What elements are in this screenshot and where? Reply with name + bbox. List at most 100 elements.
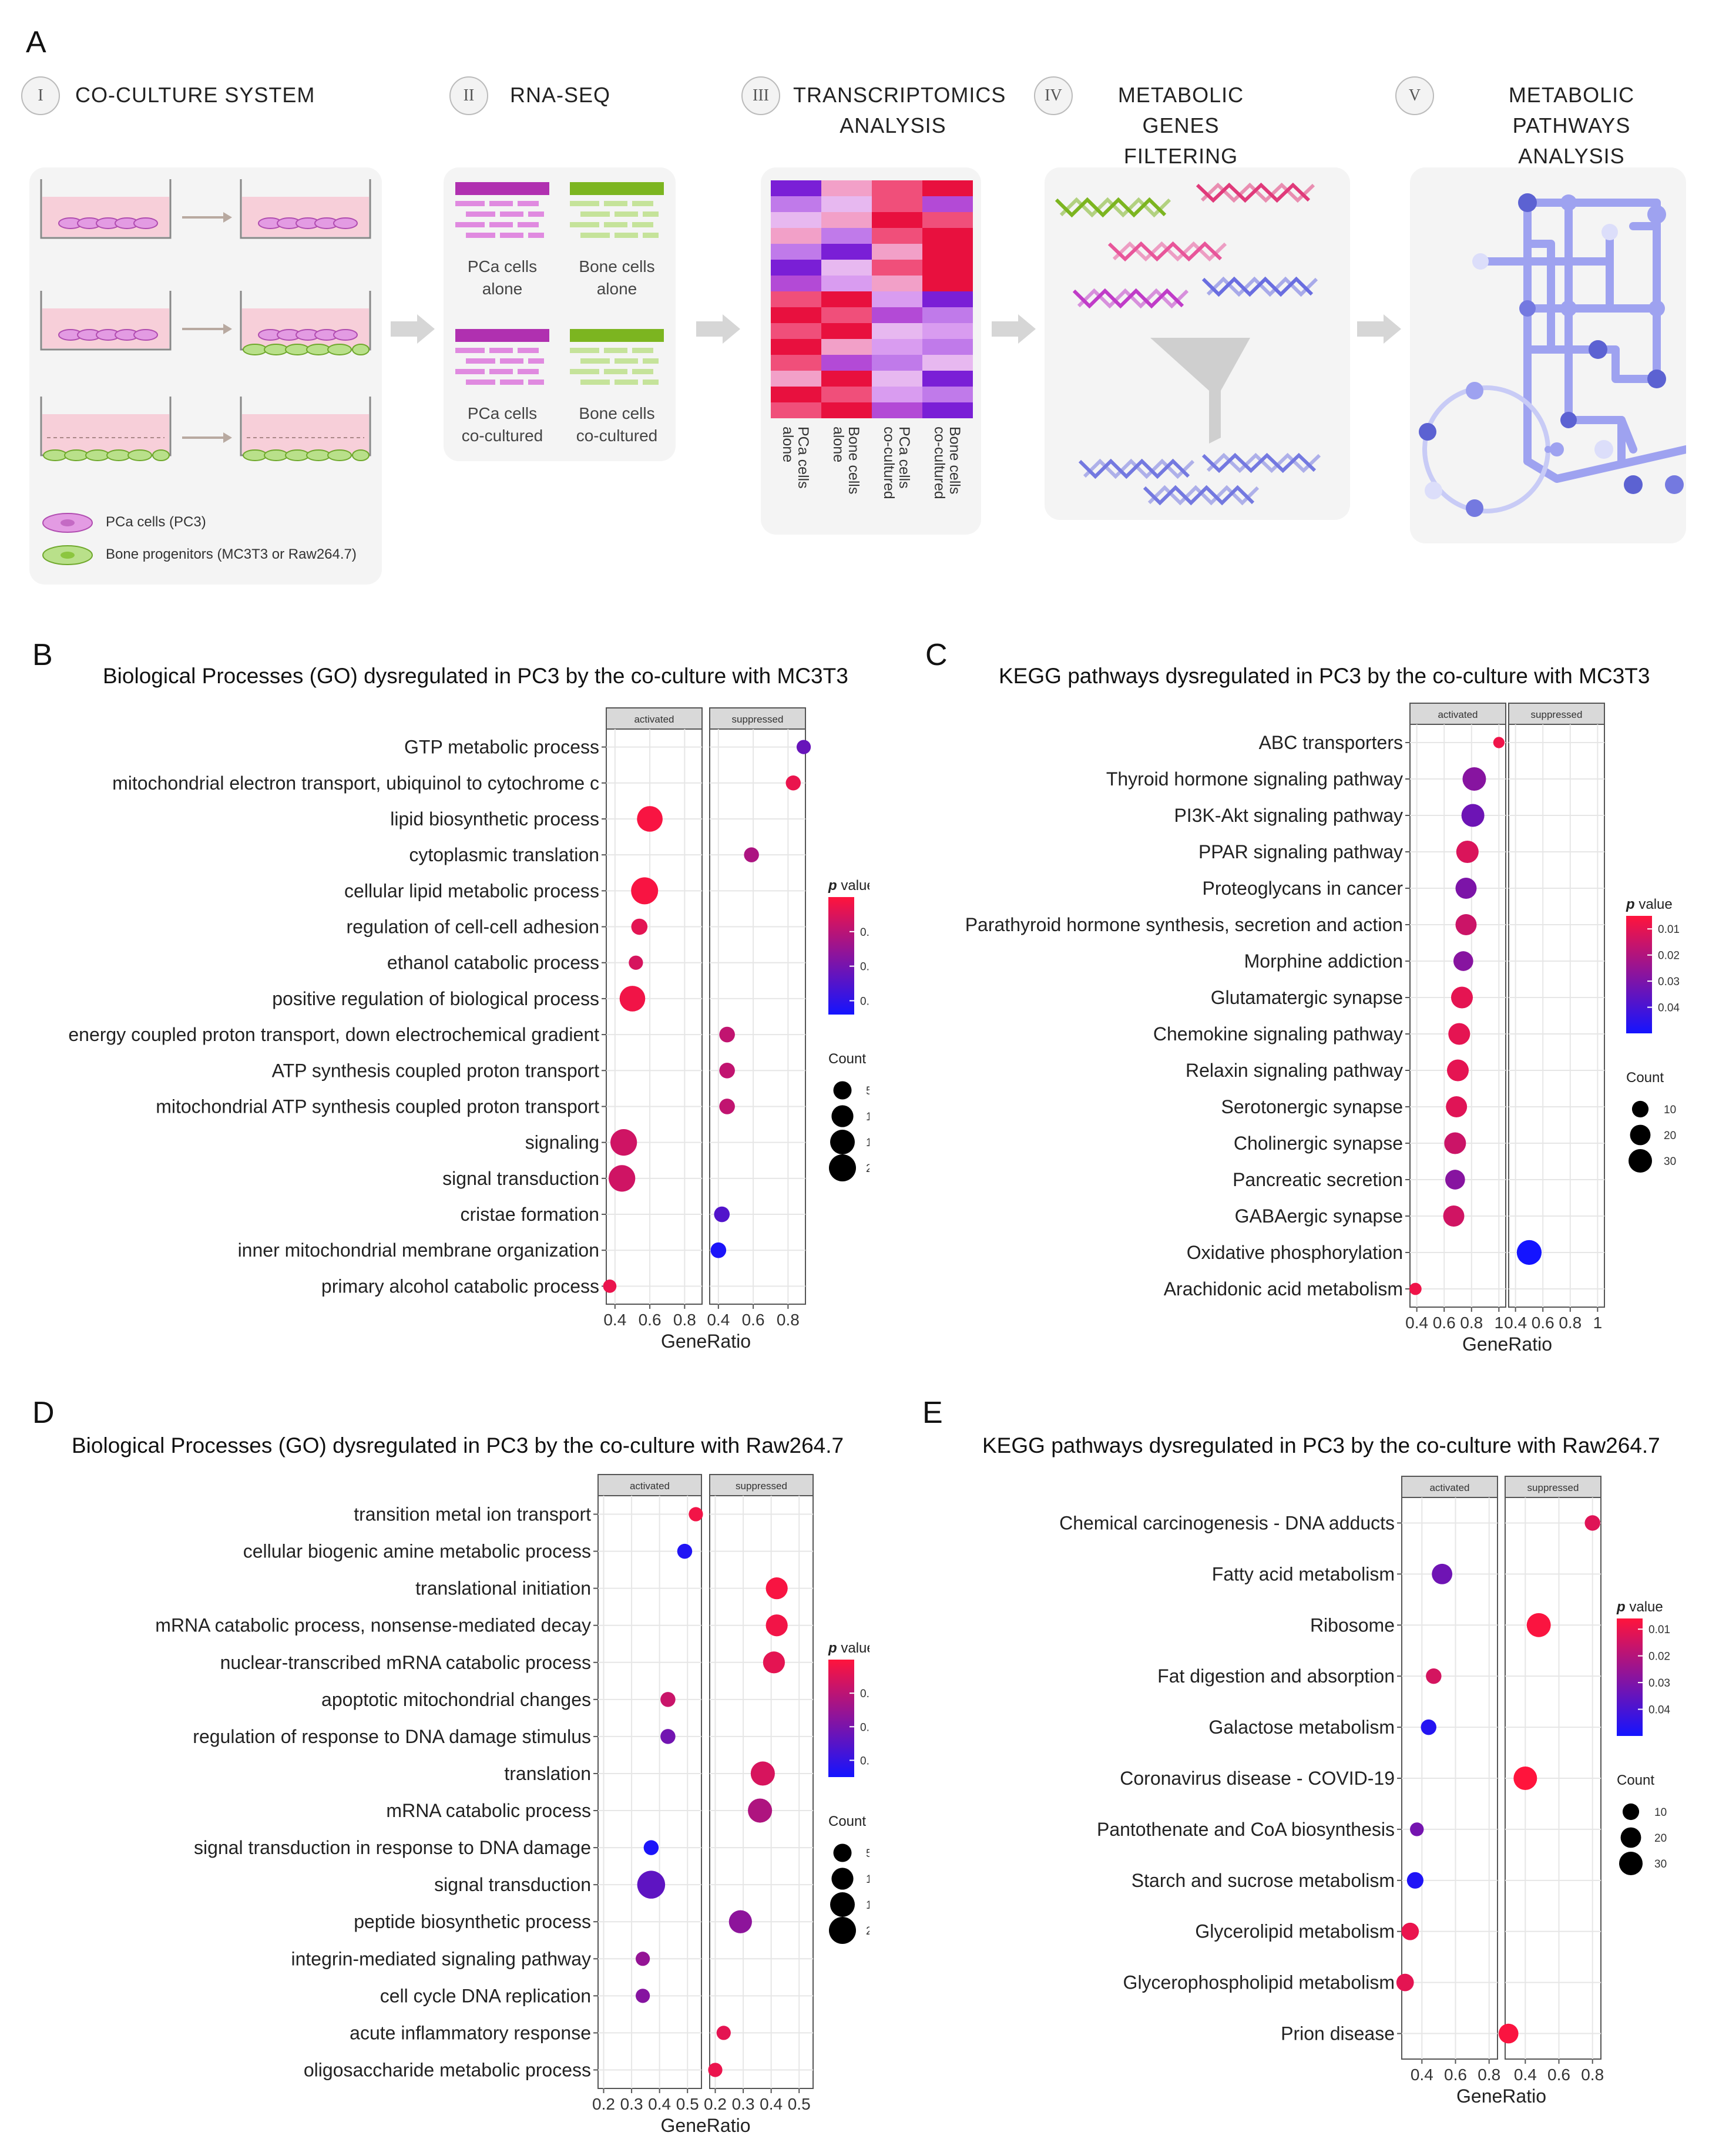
heatmap-column-label: PCa cells co-cultured [881, 427, 912, 499]
heatmap-cell [771, 387, 821, 402]
count-legend-label: 100 [866, 1111, 869, 1123]
heatmap-cell [872, 276, 922, 291]
pvalue-legend-title: p value [1626, 896, 1673, 912]
dna-strand-icon [1077, 288, 1189, 309]
category-label: Chemical carcinogenesis - DNA adducts [1059, 1512, 1395, 1533]
step-title-4: METABOLIC GENES FILTERING [1087, 80, 1275, 172]
count-legend-dot [1630, 1124, 1651, 1146]
x-tick-label: 0.4 [1405, 1314, 1428, 1332]
category-label: Pancreatic secretion [1233, 1169, 1403, 1190]
rnaseq-read [518, 201, 539, 206]
heatmap-cell [922, 180, 973, 196]
rnaseq-read [528, 233, 544, 238]
heatmap-cell [922, 276, 973, 291]
flow-arrow-1 [391, 314, 435, 344]
rnaseq-read [580, 211, 610, 217]
step-title-4-line2: FILTERING [1123, 144, 1238, 168]
count-legend-title: Count [828, 1051, 866, 1067]
rnaseq-read [570, 201, 599, 206]
legend-bone-progenitors: Bone progenitors (MC3T3 or Raw264.7) [106, 546, 357, 562]
panel-label-a: A [26, 25, 46, 59]
heatmap-cell [821, 228, 872, 244]
heatmap-cell [771, 291, 821, 307]
category-label: ATP synthesis coupled proton transport [272, 1060, 599, 1081]
chart-title-d: Biological Processes (GO) dysregulated i… [72, 1433, 844, 1458]
dna-strand-icon [1083, 458, 1195, 479]
dna-strand-icon [1201, 276, 1314, 297]
count-legend-dot [829, 1917, 856, 1944]
rnaseq-read [615, 380, 638, 385]
heatmap-cell [922, 307, 973, 323]
chart-title-c: KEGG pathways dysregulated in PC3 by the… [999, 664, 1650, 688]
data-point [636, 1989, 650, 2003]
rnaseq-read [528, 358, 544, 364]
count-legend-title: Count [1617, 1772, 1654, 1788]
data-point [1448, 1023, 1470, 1045]
category-label: integrin-mediated signaling pathway [291, 1948, 591, 1969]
pathways-box [1410, 167, 1690, 543]
heatmap-cell [821, 276, 872, 291]
rnaseq-read [466, 233, 495, 238]
rnaseq-read [500, 380, 523, 385]
data-point [1396, 1973, 1414, 1992]
heatmap-cell [771, 339, 821, 355]
x-tick-label: 0.6 [1444, 2066, 1467, 2084]
rnaseq-read [570, 348, 599, 353]
rnaseq-read [604, 348, 627, 353]
filtering-illustration [1055, 182, 1321, 506]
rnaseq-read [570, 369, 599, 374]
heatmap-cell [821, 291, 872, 307]
x-tick-label: 0.2 [592, 2095, 615, 2113]
pvalue-legend-title: p value [828, 878, 869, 894]
data-point [1444, 1132, 1466, 1154]
category-label: inner mitochondrial membrane organizatio… [238, 1240, 599, 1261]
pvalue-legend-title: p value [828, 1640, 869, 1656]
rnaseq-read [604, 222, 627, 227]
rnaseq-read [489, 348, 513, 353]
rnaseq-read [489, 201, 513, 206]
x-axis-label: GeneRatio [661, 2115, 751, 2136]
dna-strand-icon [1200, 182, 1315, 203]
category-label: Morphine addiction [1244, 951, 1403, 972]
data-point [710, 1242, 727, 1258]
rnaseq-caption-4-line1: Bone cells [579, 404, 655, 422]
facet-strip-suppressed [1508, 703, 1605, 725]
category-label: mitochondrial ATP synthesis coupled prot… [156, 1096, 599, 1117]
count-legend-label: 10 [1664, 1104, 1676, 1116]
data-point [728, 1910, 752, 1933]
funnel-icon [1150, 338, 1250, 444]
category-label: lipid biosynthetic process [390, 808, 599, 830]
step-title-3-line1: TRANSCRIPTOMICS [793, 83, 1006, 107]
dna-strand-icon [1206, 452, 1321, 473]
pathway-network-illustration [1419, 193, 1690, 517]
data-point [1493, 737, 1505, 748]
heatmap-cell [872, 307, 922, 323]
data-point [765, 1577, 788, 1600]
data-point [637, 1870, 666, 1899]
heatmap-cell [821, 339, 872, 355]
category-label: primary alcohol catabolic process [321, 1275, 599, 1297]
rnaseq-header-bar [570, 329, 664, 342]
rnaseq-read [580, 233, 610, 238]
data-point [1445, 1170, 1465, 1190]
colorbar-tick-label: 0.03 [1658, 976, 1680, 988]
heatmap-cell [872, 339, 922, 355]
rnaseq-read [643, 233, 659, 238]
data-point [636, 1952, 650, 1966]
category-label: ABC transporters [1259, 732, 1403, 753]
count-legend-label: 20 [1654, 1832, 1667, 1845]
data-point [637, 806, 663, 832]
category-label: nuclear-transcribed mRNA catabolic proce… [220, 1652, 591, 1673]
heatmap-cell [922, 387, 973, 402]
heatmap-cell [922, 402, 973, 418]
category-label: cellular biogenic amine metabolic proces… [243, 1541, 591, 1562]
count-legend-label: 30 [1654, 1858, 1667, 1870]
x-tick-label: 0.5 [676, 2095, 699, 2113]
category-label: Glutamatergic synapse [1211, 987, 1403, 1008]
rnaseq-read [580, 380, 610, 385]
category-label: cristae formation [460, 1204, 599, 1225]
count-legend-dot [1629, 1149, 1652, 1173]
heatmap-cell [922, 355, 973, 371]
colorbar-tick-label: 0.02 [1658, 950, 1680, 962]
category-label: Coronavirus disease - COVID-19 [1120, 1768, 1395, 1789]
